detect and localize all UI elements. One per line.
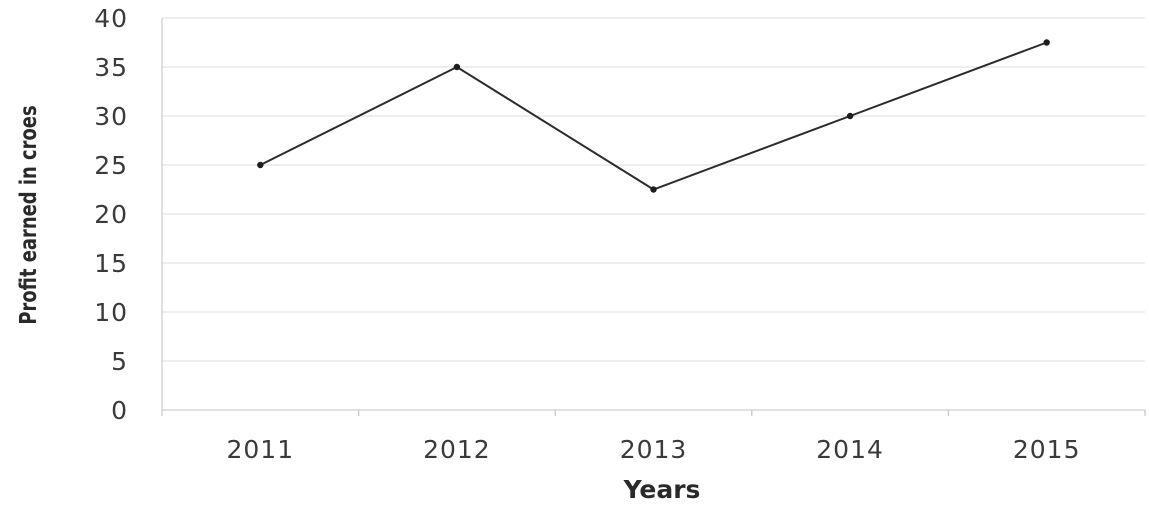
data-point bbox=[257, 161, 264, 169]
x-tick-label: 2012 bbox=[423, 435, 491, 464]
y-tick-label: 30 bbox=[94, 102, 128, 131]
y-tick-label: 15 bbox=[94, 249, 128, 278]
y-tick-label: 0 bbox=[111, 396, 128, 425]
y-axis-title: Profit earned in croes bbox=[15, 105, 42, 324]
y-tick-label: 25 bbox=[94, 151, 128, 180]
y-tick-label: 10 bbox=[94, 298, 128, 327]
gridlines bbox=[162, 17, 1145, 362]
x-tick-labels: 2011 2012 2013 2014 2015 bbox=[226, 435, 1081, 464]
data-point bbox=[453, 63, 461, 71]
data-point bbox=[650, 186, 657, 193]
y-tick-label: 35 bbox=[94, 53, 128, 82]
y-tick-labels: 0 5 10 15 20 25 30 35 40 bbox=[94, 4, 128, 425]
y-tick-label: 5 bbox=[111, 347, 128, 376]
axes bbox=[161, 18, 1146, 416]
y-tick-label: 20 bbox=[94, 200, 128, 229]
y-tick-label: 40 bbox=[94, 4, 128, 33]
data-point bbox=[846, 112, 854, 120]
x-tick-label: 2014 bbox=[816, 435, 884, 464]
x-axis-title: Years bbox=[623, 475, 701, 504]
data-point bbox=[1043, 39, 1050, 46]
x-tick-label: 2013 bbox=[620, 435, 688, 464]
x-tick-label: 2011 bbox=[226, 435, 294, 464]
x-tick-label: 2015 bbox=[1013, 435, 1081, 464]
series bbox=[257, 39, 1050, 193]
